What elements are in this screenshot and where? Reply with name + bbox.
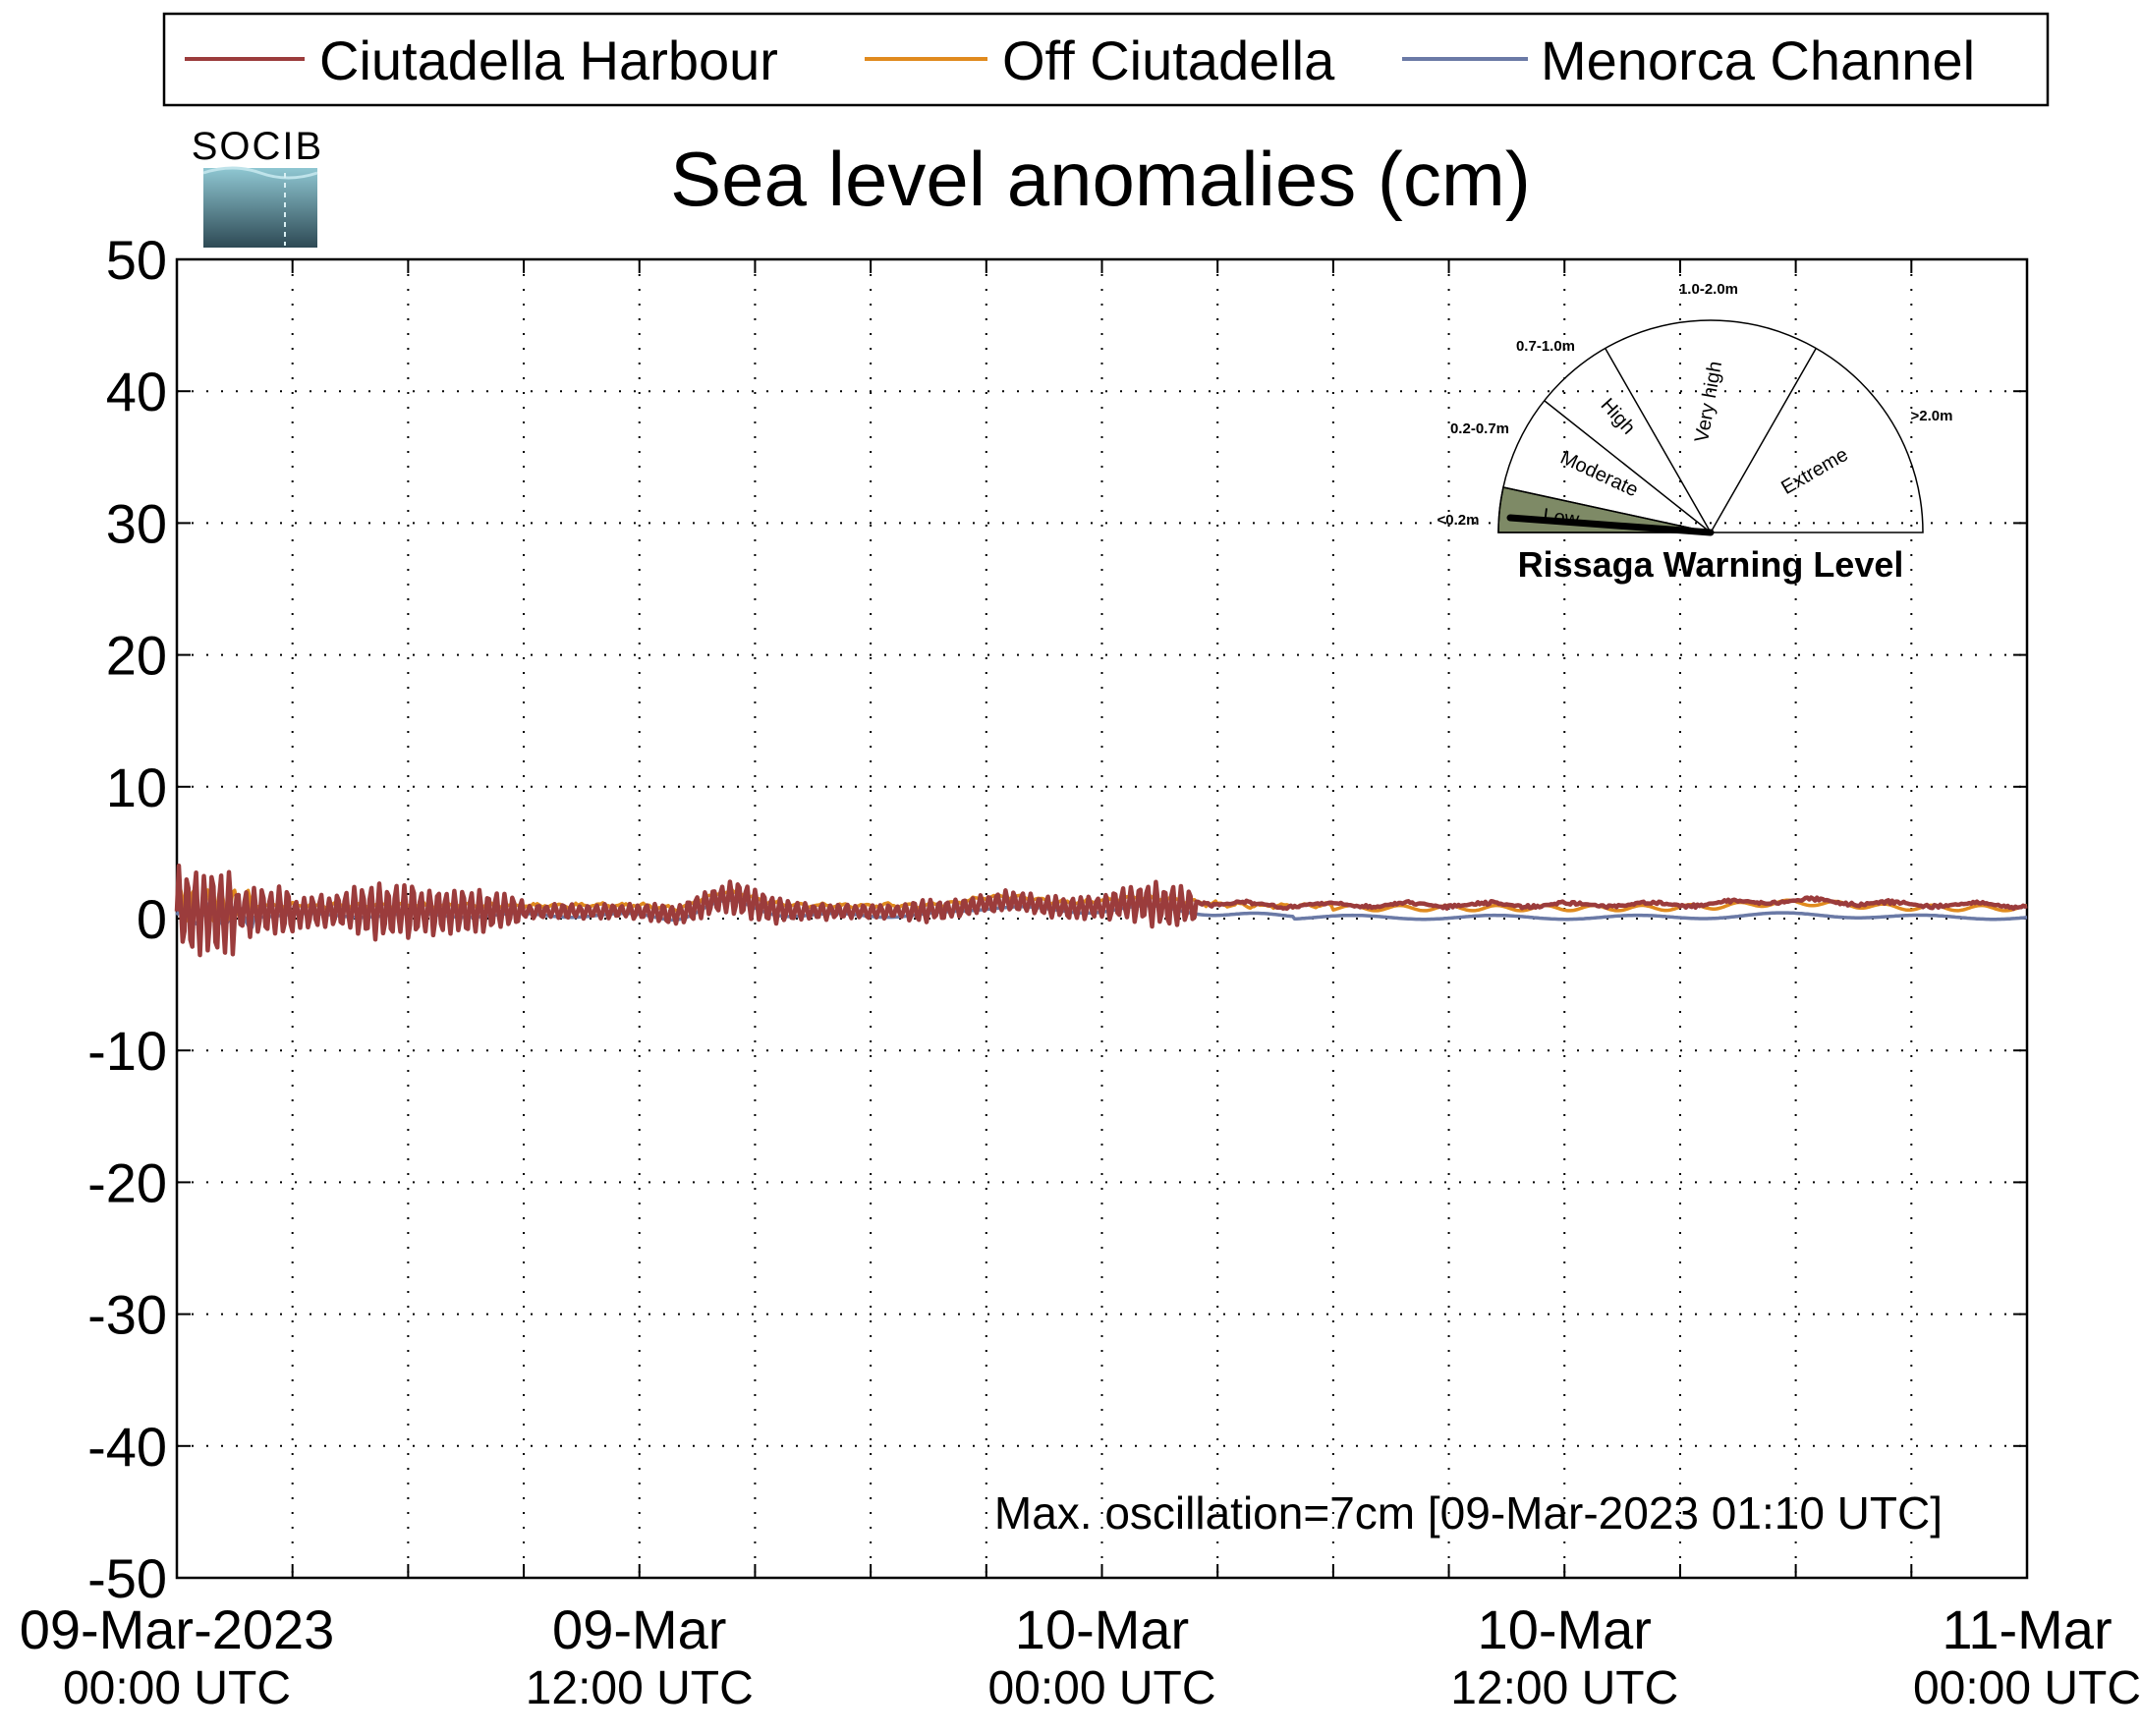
x-tick-label-date: 09-Mar [552, 1598, 726, 1660]
x-tick-label-time: 12:00 UTC [526, 1662, 754, 1714]
gauge-range-moderate: 0.2-0.7m [1450, 420, 1509, 437]
y-tick-label: -30 [87, 1284, 167, 1346]
legend: Ciutadella Harbour Off Ciutadella Menorc… [162, 12, 2050, 107]
y-tick-label: 10 [106, 756, 167, 818]
gauge-title: Rissaga Warning Level [1518, 544, 1904, 585]
axis-ticks [177, 259, 2027, 1578]
x-tick-label-date: 11-Mar [1942, 1598, 2112, 1660]
y-tick-label: 50 [106, 229, 167, 291]
legend-label-off: Off Ciutadella [1002, 29, 1335, 91]
legend-label-channel: Menorca Channel [1541, 29, 1975, 91]
socib-logo-text: SOCIB [192, 125, 323, 168]
y-tick-label: 0 [137, 888, 167, 950]
x-tick-label-time: 12:00 UTC [1450, 1662, 1678, 1714]
socib-logo: SOCIB [192, 125, 323, 248]
gauge-range-low: <0.2m [1437, 512, 1480, 529]
y-tick-label: 40 [106, 361, 167, 422]
x-tick-label-time: 00:00 UTC [1913, 1662, 2141, 1714]
y-tick-label: -10 [87, 1020, 167, 1082]
x-tick-label-date: 09-Mar-2023 [20, 1598, 335, 1660]
chart-title: Sea level anomalies (cm) [670, 136, 1531, 222]
y-tick-label: -20 [87, 1151, 167, 1213]
gauge-semicircle [1497, 319, 1924, 533]
max-oscillation-annotation: Max. oscillation=7cm [09-Mar-2023 01:10 … [994, 1487, 1943, 1539]
gauge-range-extreme: >2.0m [1911, 408, 1953, 424]
series-line-harbour [174, 863, 2028, 958]
gauge-level-low: Low [1542, 505, 1581, 531]
y-tick-label: -50 [87, 1547, 167, 1609]
gauge-needle [1506, 514, 1715, 536]
y-axis-tick-labels: 50 40 30 20 10 0 -10 -20 -30 -40 -50 [87, 229, 167, 1609]
gauge-range-very-high: 1.0-2.0m [1679, 281, 1738, 298]
y-tick-label: -40 [87, 1416, 167, 1478]
x-tick-label-date: 10-Mar [1478, 1598, 1652, 1660]
gauge-range-high: 0.7-1.0m [1516, 338, 1575, 355]
x-tick-label-time: 00:00 UTC [63, 1662, 291, 1714]
legend-label-harbour: Ciutadella Harbour [319, 29, 778, 91]
y-tick-label: 20 [106, 625, 167, 687]
x-tick-label-time: 00:00 UTC [987, 1662, 1215, 1714]
y-tick-label: 30 [106, 492, 167, 554]
data-series [174, 863, 2028, 958]
x-tick-label-date: 10-Mar [1015, 1598, 1189, 1660]
